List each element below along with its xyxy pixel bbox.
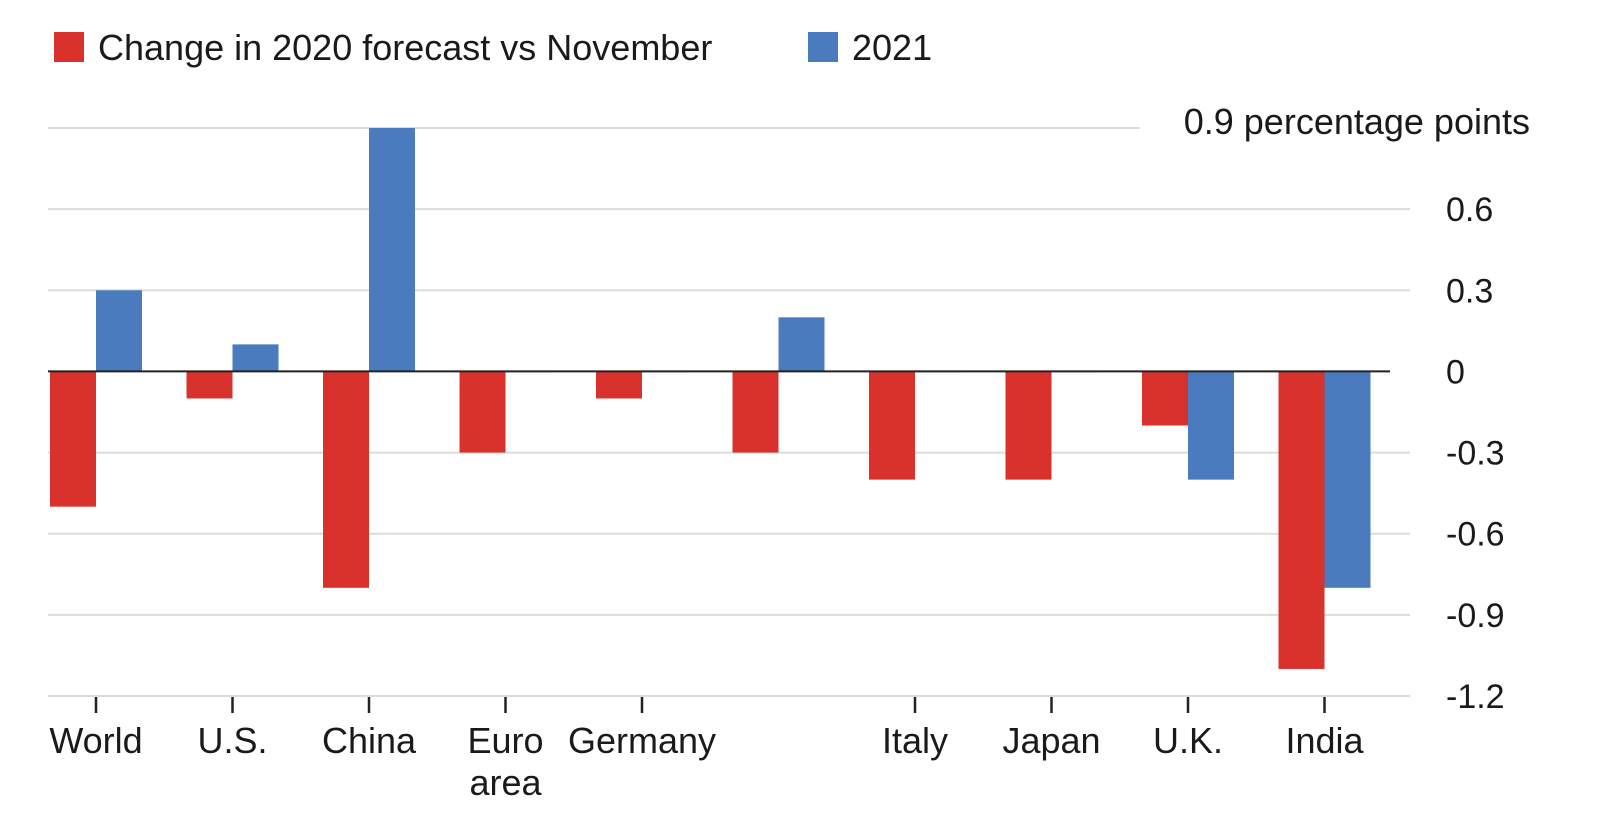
bar-2021-0 — [96, 290, 142, 372]
legend-swatch-2021 — [808, 32, 838, 62]
x-category-label: Japan — [1002, 720, 1100, 761]
bar-2021-1 — [232, 344, 279, 372]
bar-2020-4 — [596, 371, 642, 399]
legend-swatch-2020 — [54, 32, 84, 62]
bar-2020-3 — [459, 371, 506, 453]
x-category-label: Germany — [568, 720, 716, 761]
gridlines — [48, 127, 1410, 697]
x-category-label: India — [1285, 720, 1364, 761]
bar-2020-2 — [323, 371, 369, 588]
y-axis-unit-label: 0.9 percentage points — [1184, 101, 1530, 142]
bar-2020-8 — [1142, 371, 1188, 426]
bar-2020-1 — [186, 371, 233, 399]
y-tick-label: -0.9 — [1446, 597, 1505, 635]
legend-label-2020: Change in 2020 forecast vs November — [98, 27, 712, 68]
bar-2021-8 — [1188, 371, 1234, 480]
y-tick-label: 0.3 — [1446, 272, 1493, 310]
x-category-label: World — [49, 720, 142, 761]
y-tick-label: -0.6 — [1446, 516, 1505, 554]
x-category-label: U.K. — [1153, 720, 1223, 761]
bar-2020-7 — [1005, 371, 1052, 480]
x-category-label: China — [322, 720, 417, 761]
bar-2020-9 — [1278, 371, 1325, 669]
bar-2021-9 — [1324, 371, 1371, 588]
x-category-label: Italy — [882, 720, 948, 761]
y-tick-label: -1.2 — [1446, 678, 1505, 716]
bar-2020-0 — [50, 371, 96, 507]
legend-label-2021: 2021 — [852, 27, 932, 68]
x-category-label: U.S. — [197, 720, 267, 761]
bar-2021-5 — [778, 317, 825, 372]
y-tick-label: -0.3 — [1446, 435, 1505, 473]
y-tick-label: 0 — [1446, 353, 1465, 391]
bar-2021-2 — [369, 128, 415, 372]
y-axis-ticks: 0.6 0.3 0 -0.3 -0.6 -0.9 -1.2 — [1446, 191, 1505, 716]
bar-2020-5 — [732, 371, 779, 453]
bars — [50, 128, 1371, 669]
x-category-label: area — [469, 762, 542, 803]
x-category-label: Euro — [467, 720, 543, 761]
legend: Change in 2020 forecast vs November 2021 — [54, 27, 932, 68]
bar-2020-6 — [869, 371, 915, 480]
y-tick-label: 0.6 — [1446, 191, 1493, 229]
